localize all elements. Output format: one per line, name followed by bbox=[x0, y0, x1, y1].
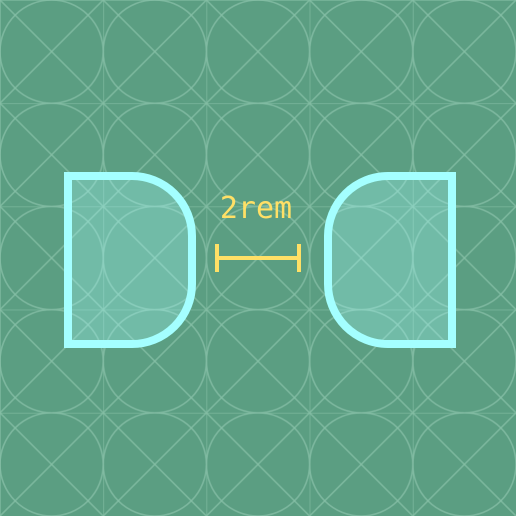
rounded-left-box bbox=[324, 172, 456, 348]
gap-measure-bracket bbox=[215, 244, 301, 272]
rounded-right-box bbox=[64, 172, 196, 348]
gap-label: 2rem bbox=[219, 191, 293, 226]
